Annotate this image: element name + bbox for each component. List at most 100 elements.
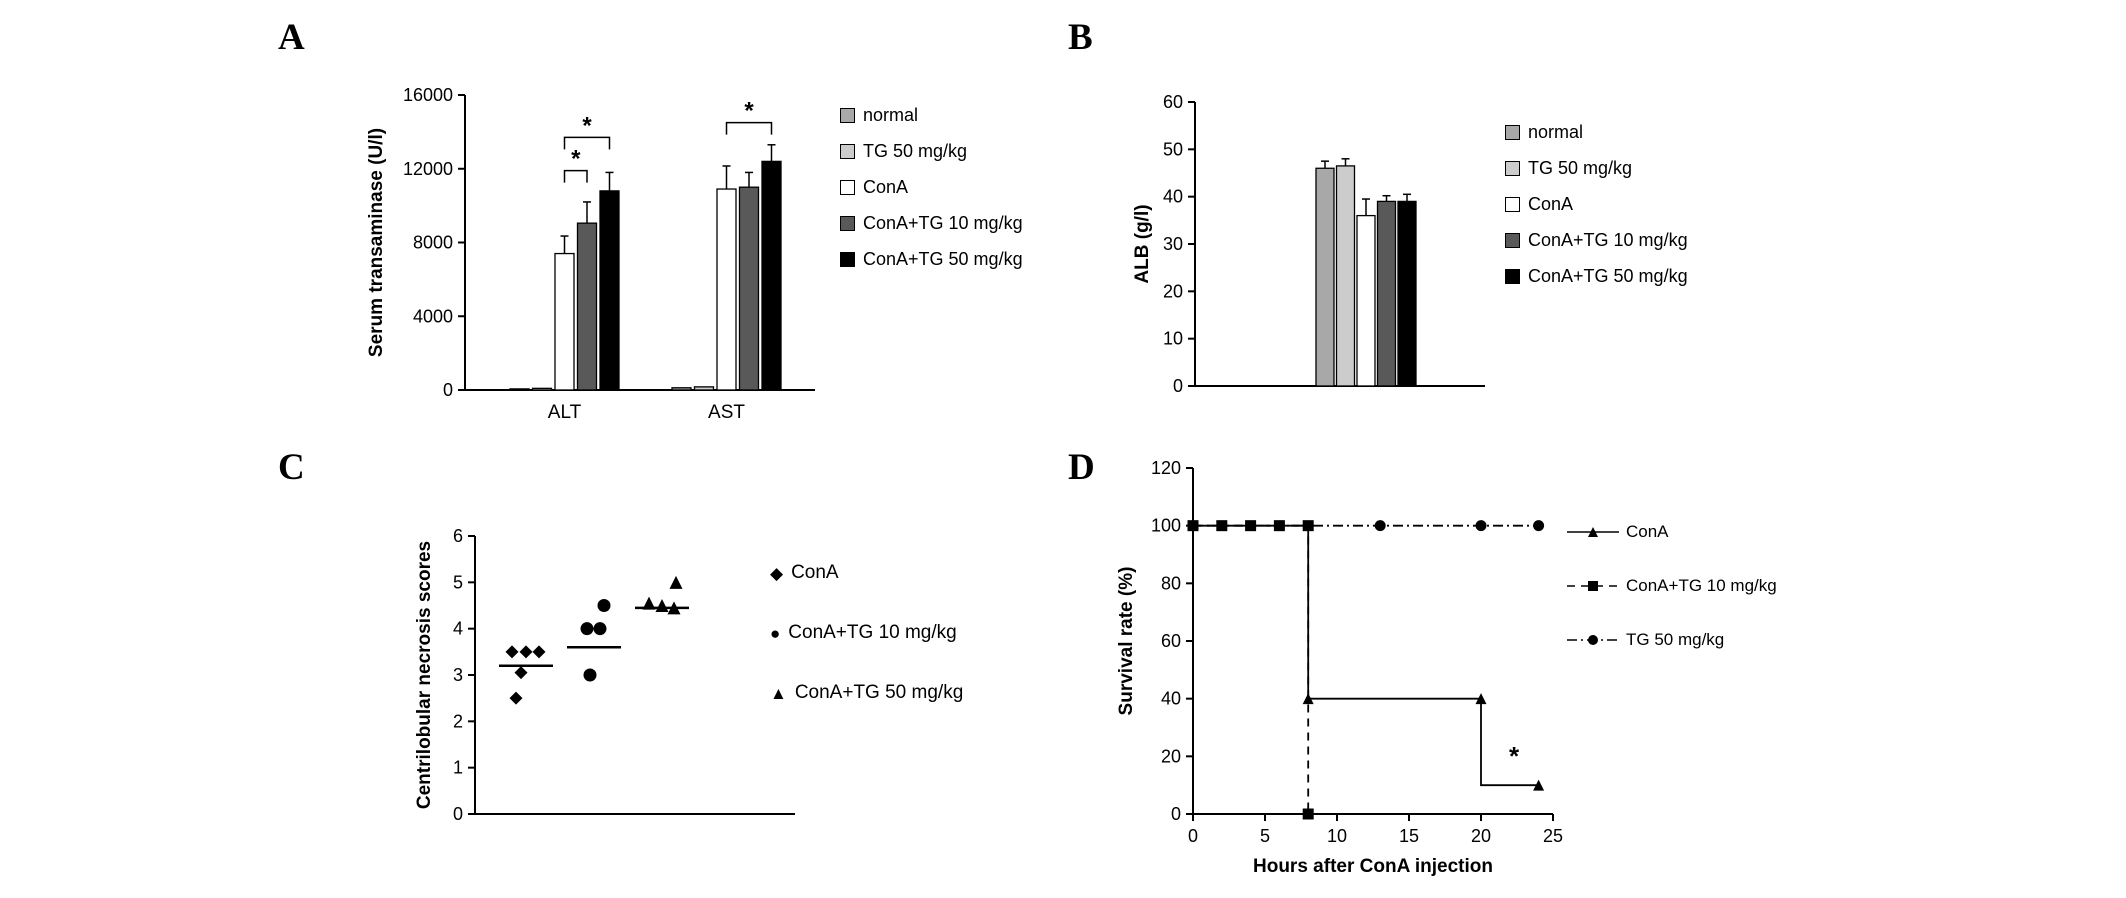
series-line [1193, 524, 1539, 787]
axis-tick-label: 30 [1163, 234, 1183, 254]
axis-tick-label: 40 [1161, 689, 1181, 709]
significance-bracket [725, 121, 773, 135]
legend-item: normal [1505, 122, 1688, 143]
triangle-marker-icon [1588, 527, 1598, 537]
axis-tick-label: 8000 [413, 233, 453, 253]
legend-label: ConA+TG 10 mg/kg [1626, 576, 1777, 595]
axis-tick-label: 50 [1163, 139, 1183, 159]
panel-c-scatter-chart: 0 1 2 3 4 5 6 Centrilobular necrosis scores [414, 526, 795, 824]
axis-tick-label: 0 [1188, 826, 1198, 846]
axis-tick-label: 25 [1543, 826, 1563, 846]
data-point [583, 668, 597, 682]
legend-label: normal [863, 105, 919, 125]
axis-tick-label: 10 [1163, 329, 1183, 349]
circle-marker-icon: ● [770, 623, 781, 643]
square-marker-icon [1588, 581, 1598, 591]
axis-tick-label: 0 [1171, 804, 1181, 824]
axis-tick-label: 60 [1163, 92, 1183, 112]
legend-item: ▲ ConA+TG 50 mg/kg [770, 682, 963, 704]
data-point [1273, 520, 1285, 532]
axis-tick-label: 12000 [403, 159, 453, 179]
legend-item: ◆ ConA [770, 562, 963, 584]
panel-b-label: B [1068, 17, 1093, 58]
legend-swatch [1505, 125, 1520, 140]
axis-tick-label: 100 [1151, 516, 1181, 536]
legend-label: ConA [1528, 194, 1574, 214]
significance-star: * [1509, 741, 1520, 771]
bar [693, 386, 715, 391]
bar [1397, 200, 1417, 387]
bar [738, 186, 760, 391]
legend-item: ConA+TG 10 mg/kg [840, 213, 1023, 234]
axis-tick-label: 0 [1173, 376, 1183, 396]
legend-item: ConA [1565, 522, 1777, 542]
data-point [593, 622, 607, 636]
y-axis-title: Centrilobular necrosis scores [414, 541, 435, 809]
legend-label: TG 50 mg/kg [863, 141, 968, 161]
axis-tick-label: 40 [1163, 187, 1183, 207]
y-axis-title: Survival rate (%) [1116, 567, 1137, 716]
panel-b: B 0 10 20 30 40 50 60 ALB (g/l) normal TG 50 mg/… [1060, 10, 1850, 440]
axis-tick-label: 16000 [403, 85, 453, 105]
legend-item: normal [840, 105, 1023, 126]
panel-b-bar-chart: 0 10 20 30 40 50 60 ALB (g/l) [1132, 92, 1485, 396]
category-label: ALT [548, 402, 582, 423]
legend-item: TG 50 mg/kg [840, 141, 1023, 162]
axis-tick-label: 4000 [413, 306, 453, 326]
panel-d-survival-chart: 0 20 40 60 80 100 120 0 5 10 15 20 25 Survival rate (… [1116, 458, 1563, 877]
category-label: AST [708, 402, 745, 423]
panel-d-legend: ConA ConA+TG 10 mg/kg TG 50 mg/kg [1565, 522, 1777, 650]
panel-a-legend: normal TG 50 mg/kg ConA ConA+TG 10 mg/kg Con… [840, 105, 1023, 270]
axis-tick-label: 6 [453, 526, 463, 546]
legend-swatch [840, 144, 855, 159]
bar [716, 188, 737, 391]
data-point [1302, 693, 1314, 705]
bar [531, 387, 553, 391]
panel-c-legend: ◆ ConA ● ConA+TG 10 mg/kg ▲ ConA+TG 50 mg/kg [770, 562, 963, 704]
legend-label: ConA [1626, 522, 1669, 541]
significance-bracket [563, 169, 588, 183]
series-line [1193, 524, 1310, 814]
axis-tick-label: 10 [1327, 826, 1347, 846]
data-point [580, 622, 594, 636]
data-point [1533, 779, 1545, 791]
legend-label: ConA+TG 10 mg/kg [788, 622, 957, 643]
legend-item: ConA+TG 10 mg/kg [1565, 576, 1777, 596]
legend-item: TG 50 mg/kg [1565, 630, 1777, 650]
legend-label: ConA+TG 10 mg/kg [863, 213, 1023, 233]
legend-label: ConA+TG 50 mg/kg [794, 682, 964, 703]
axis-tick-label: 1 [453, 758, 463, 778]
panel-b-legend: normal TG 50 mg/kg ConA ConA+TG 10 mg/kg Con… [1505, 122, 1688, 287]
legend-label: ConA+TG 50 mg/kg [863, 249, 1023, 269]
legend-label: ConA [791, 562, 839, 583]
panel-a: A 0 4000 8000 12000 16000 Serum transaminase … [270, 10, 1060, 440]
legend-item: ConA [1505, 194, 1688, 215]
legend-item: ConA+TG 50 mg/kg [840, 249, 1023, 270]
data-point [1374, 520, 1386, 532]
bar [1356, 214, 1376, 387]
circle-marker-icon [1588, 635, 1598, 645]
bar [761, 160, 782, 391]
data-point [1475, 693, 1487, 705]
legend-swatch [840, 180, 855, 195]
legend-swatch [840, 252, 855, 267]
data-point [1245, 520, 1257, 532]
legend-label: ConA [863, 177, 909, 197]
significance-star: * [582, 112, 592, 139]
data-point [1533, 520, 1545, 532]
data-point [532, 645, 546, 659]
axis-tick-label: 4 [453, 619, 463, 639]
axis-tick-label: 20 [1161, 746, 1181, 766]
significance-bracket [563, 136, 611, 150]
panel-d-label: D [1068, 447, 1095, 488]
legend-swatch [1505, 269, 1520, 284]
legend-line-sample [1567, 635, 1619, 645]
data-point [669, 575, 683, 589]
axis-tick-label: 120 [1151, 458, 1181, 478]
legend-item: ConA+TG 10 mg/kg [1505, 230, 1688, 251]
legend-label: ConA+TG 10 mg/kg [1528, 230, 1688, 250]
legend-label: TG 50 mg/kg [1626, 630, 1725, 649]
axis-tick-label: 20 [1471, 826, 1491, 846]
data-point [642, 596, 656, 610]
